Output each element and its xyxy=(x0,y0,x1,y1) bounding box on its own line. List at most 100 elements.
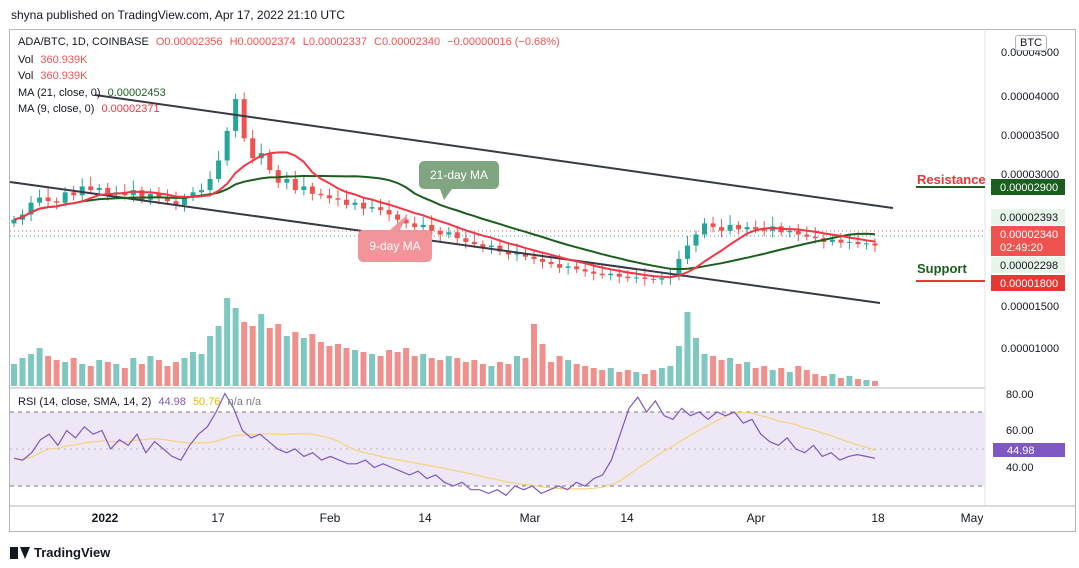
volume-bar xyxy=(522,358,529,386)
time-tick: Apr xyxy=(747,511,766,525)
volume-bar xyxy=(11,364,17,386)
volume-bar xyxy=(607,368,614,386)
candle-body xyxy=(335,198,341,200)
volume-bar xyxy=(104,362,111,386)
volume-bar xyxy=(565,360,572,386)
candle-body xyxy=(318,193,324,196)
candle-body xyxy=(582,269,588,272)
candle-body xyxy=(548,261,554,265)
volume-bar xyxy=(837,378,844,386)
volume-bar xyxy=(445,356,452,386)
chart-frame[interactable] xyxy=(9,29,1076,532)
vol1-legend: Vol 360.939K xyxy=(18,54,87,66)
volume-bar xyxy=(820,376,827,386)
candle-body xyxy=(343,199,349,205)
change-value: −0.00000016 (−0.68%) xyxy=(447,36,560,48)
ma9-callout-text: 9-day MA xyxy=(369,239,420,253)
volume-bar xyxy=(573,364,580,386)
volume-bar xyxy=(326,346,333,386)
volume-bar xyxy=(863,380,870,386)
volume-bar xyxy=(96,360,103,386)
volume-bar xyxy=(351,350,358,386)
candle-body xyxy=(326,195,332,199)
candle-body xyxy=(505,251,511,255)
volume-bar xyxy=(692,338,699,386)
volume-bar xyxy=(479,364,486,386)
candle-body xyxy=(352,202,358,205)
candle-body xyxy=(702,223,708,235)
candle-body xyxy=(488,245,494,248)
rsi-current-tag xyxy=(993,443,1065,457)
resistance-price-text: 0.00002900 xyxy=(1000,182,1058,194)
vol2-label: Vol xyxy=(18,70,34,82)
candle-body xyxy=(574,266,580,270)
last-price-tag xyxy=(991,226,1065,256)
candle-body xyxy=(386,210,392,215)
volume-bar xyxy=(215,326,222,386)
volume-bar xyxy=(394,352,401,386)
time-tick: 18 xyxy=(871,511,885,525)
volume-bar xyxy=(744,362,751,386)
candle-body xyxy=(45,197,51,202)
candle-body xyxy=(497,245,503,252)
close-value: C0.00002340 xyxy=(374,36,441,48)
candle-body xyxy=(139,190,145,200)
candle-body xyxy=(846,241,852,243)
candle-body xyxy=(250,138,256,159)
vol2-legend: Vol 360.939K xyxy=(18,70,87,82)
candle-body xyxy=(164,197,170,202)
volume-bar xyxy=(727,358,734,386)
volume-bar xyxy=(616,372,623,386)
candle-body xyxy=(761,229,767,231)
ma9-price-tag xyxy=(991,257,1065,273)
vol1-value: 360.939K xyxy=(40,54,88,66)
ma21-legend: MA (21, close, 0) 0.00002453 xyxy=(18,87,166,99)
candle-body xyxy=(241,99,247,139)
rsi-tick: 80.00 xyxy=(1006,389,1034,401)
ma21-legend-value: 0.00002453 xyxy=(107,87,166,99)
candle-body xyxy=(395,214,401,220)
resistance-price-tag xyxy=(991,179,1065,195)
volume-bar xyxy=(650,370,657,386)
candle-body xyxy=(540,258,546,262)
volume-bar xyxy=(582,366,589,386)
volume-bar xyxy=(121,368,128,386)
volume-bar xyxy=(701,354,708,386)
volume-bar xyxy=(420,354,427,386)
rsi-legend: RSI (14, close, SMA, 14, 2) 44.98 50.76 … xyxy=(18,396,261,408)
candle-body xyxy=(224,130,230,161)
volume-bar xyxy=(172,362,179,386)
volume-bar xyxy=(488,366,495,386)
volume-bar xyxy=(70,358,77,386)
currency-badge[interactable]: BTC xyxy=(1015,35,1047,51)
candle-body xyxy=(522,253,528,257)
volume-bar xyxy=(266,328,273,386)
tradingview-footer[interactable]: TradingView xyxy=(10,545,110,560)
rsi-sma-legend-value: 50.76 xyxy=(192,396,221,408)
candle-body xyxy=(181,197,187,205)
candle-body xyxy=(514,253,520,255)
volume-bar xyxy=(854,379,861,386)
candle-body xyxy=(591,271,597,274)
volume-bar xyxy=(496,362,503,386)
volume-bar xyxy=(761,366,768,386)
volume-bar xyxy=(624,370,631,386)
candle-body xyxy=(471,241,477,245)
volume-bar xyxy=(658,368,665,386)
ma9-price-text: 0.00002298 xyxy=(1000,260,1058,272)
volume-bar xyxy=(369,354,376,386)
volume-bar xyxy=(164,366,171,386)
volume-bar xyxy=(360,352,367,386)
volume-bar xyxy=(19,358,26,386)
candle-body xyxy=(429,224,435,231)
rsi-sma-line xyxy=(13,411,876,490)
candle-body xyxy=(531,256,537,259)
candle-body xyxy=(216,160,222,179)
candle-body xyxy=(684,245,690,259)
open-value: O0.00002356 xyxy=(155,36,223,48)
ma9-legend-value: 0.00002371 xyxy=(101,103,160,115)
candle-body xyxy=(88,186,94,191)
support-price-tag xyxy=(991,275,1065,291)
vol1-label: Vol xyxy=(18,54,34,66)
